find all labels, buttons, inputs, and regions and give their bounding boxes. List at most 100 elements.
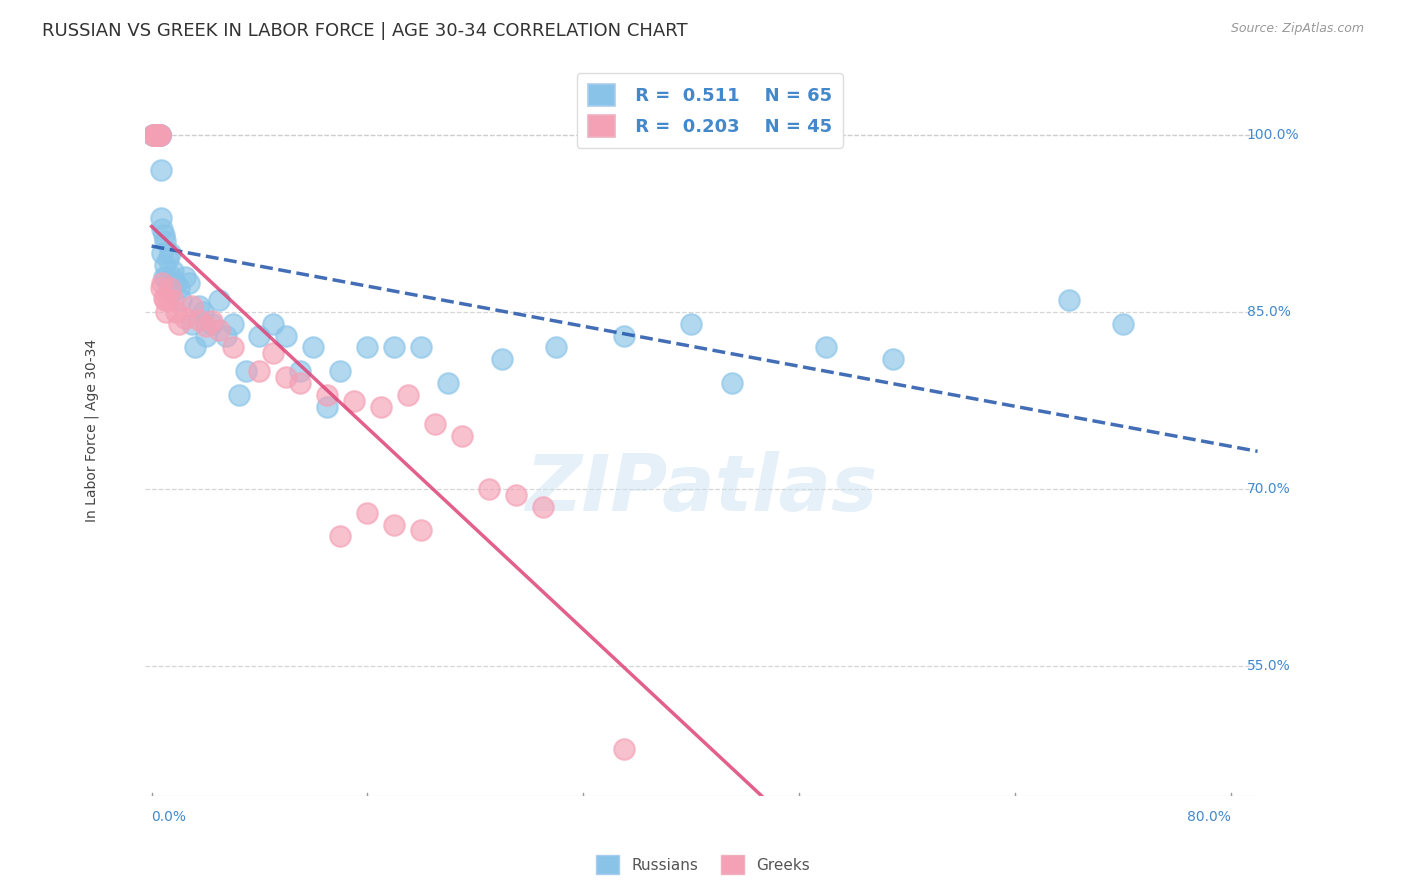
Point — [143, 128, 166, 142]
Point — [184, 341, 207, 355]
Point — [423, 417, 446, 432]
Point — [156, 293, 179, 308]
Text: 70.0%: 70.0% — [1247, 483, 1291, 496]
Point — [276, 328, 298, 343]
Point — [146, 128, 169, 142]
Point — [201, 314, 224, 328]
Point — [531, 500, 554, 514]
Point — [191, 305, 214, 319]
Point — [382, 341, 405, 355]
Point — [165, 276, 187, 290]
Point — [150, 276, 173, 290]
Point — [478, 482, 501, 496]
Point — [491, 352, 513, 367]
Point — [142, 128, 165, 142]
Point — [613, 328, 636, 343]
Point — [249, 364, 271, 378]
Point — [215, 328, 238, 343]
Legend: Russians, Greeks: Russians, Greeks — [591, 849, 815, 880]
Text: ZIPatlas: ZIPatlas — [524, 450, 877, 526]
Point — [262, 317, 284, 331]
Text: 100.0%: 100.0% — [1247, 128, 1299, 142]
Point — [145, 128, 167, 142]
Point — [221, 341, 243, 355]
Point — [613, 742, 636, 756]
Point — [316, 387, 339, 401]
Point — [146, 128, 169, 142]
Point — [157, 281, 180, 295]
Point — [814, 341, 837, 355]
Text: 55.0%: 55.0% — [1247, 659, 1291, 673]
Point — [194, 328, 217, 343]
Point — [150, 211, 173, 225]
Point — [437, 376, 460, 390]
Point — [145, 128, 167, 142]
Point — [302, 341, 325, 355]
Point — [1111, 317, 1133, 331]
Point — [145, 128, 167, 142]
Point — [149, 128, 172, 142]
Point — [396, 387, 419, 401]
Point — [165, 305, 187, 319]
Point — [167, 281, 190, 295]
Point — [149, 128, 172, 142]
Point — [370, 400, 392, 414]
Text: RUSSIAN VS GREEK IN LABOR FORCE | AGE 30-34 CORRELATION CHART: RUSSIAN VS GREEK IN LABOR FORCE | AGE 30… — [42, 22, 688, 40]
Point — [249, 328, 271, 343]
Point — [146, 128, 169, 142]
Point — [150, 163, 173, 178]
Point — [187, 299, 209, 313]
Point — [148, 128, 170, 142]
Point — [208, 323, 231, 337]
Point — [162, 293, 184, 308]
Point — [153, 258, 176, 272]
Point — [329, 364, 352, 378]
Point — [181, 299, 204, 313]
Point — [181, 317, 204, 331]
Point — [148, 128, 170, 142]
Point — [201, 317, 224, 331]
Point — [174, 269, 197, 284]
Point — [143, 128, 166, 142]
Point — [194, 319, 217, 334]
Point — [356, 506, 378, 520]
Text: Source: ZipAtlas.com: Source: ZipAtlas.com — [1230, 22, 1364, 36]
Point — [148, 128, 170, 142]
Text: In Labor Force | Age 30-34: In Labor Force | Age 30-34 — [84, 339, 98, 522]
Legend:  R =  0.511    N = 65,  R =  0.203    N = 45: R = 0.511 N = 65, R = 0.203 N = 45 — [576, 73, 844, 148]
Point — [505, 488, 527, 502]
Point — [179, 276, 201, 290]
Point — [356, 341, 378, 355]
Point — [153, 234, 176, 248]
Text: 80.0%: 80.0% — [1187, 810, 1230, 824]
Point — [382, 517, 405, 532]
Point — [187, 313, 209, 327]
Point — [148, 128, 170, 142]
Point — [450, 429, 472, 443]
Point — [262, 346, 284, 360]
Point — [329, 529, 352, 543]
Point — [150, 222, 173, 236]
Point — [149, 128, 172, 142]
Point — [152, 269, 174, 284]
Text: 85.0%: 85.0% — [1247, 305, 1291, 319]
Point — [155, 305, 177, 319]
Point — [159, 246, 181, 260]
Point — [235, 364, 257, 378]
Point — [148, 128, 170, 142]
Point — [316, 400, 339, 414]
Point — [1057, 293, 1080, 308]
Point — [150, 246, 173, 260]
Point — [276, 370, 298, 384]
Point — [145, 128, 167, 142]
Point — [221, 317, 243, 331]
Point — [288, 364, 311, 378]
Point — [146, 128, 169, 142]
Point — [149, 128, 172, 142]
Point — [167, 317, 190, 331]
Point — [143, 128, 166, 142]
Point — [228, 387, 250, 401]
Point — [208, 293, 231, 308]
Point — [152, 291, 174, 305]
Point — [546, 341, 568, 355]
